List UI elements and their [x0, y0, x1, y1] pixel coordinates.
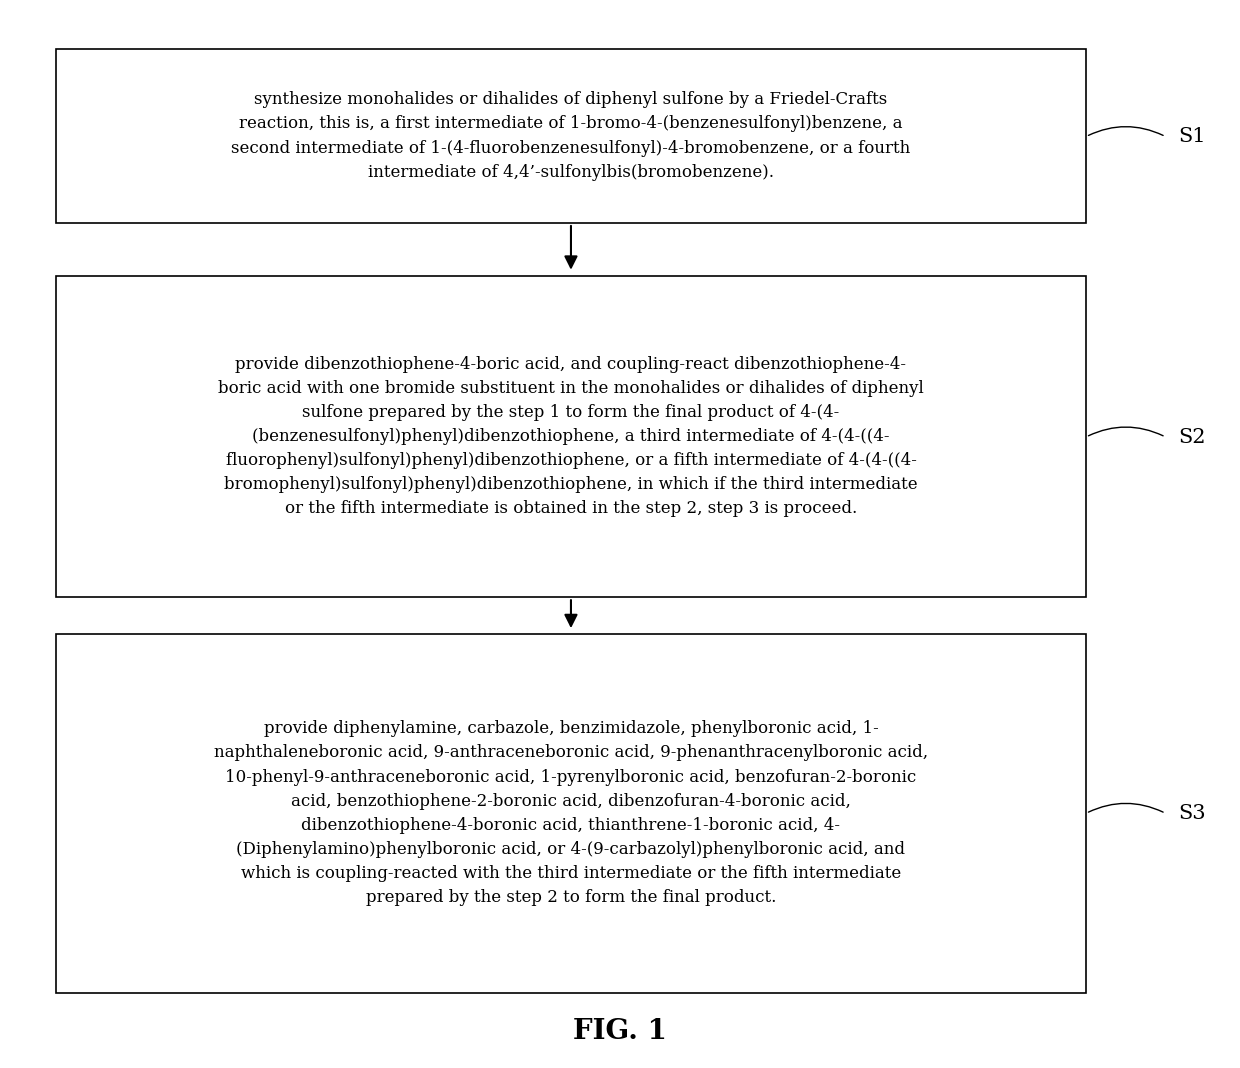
Text: provide diphenylamine, carbazole, benzimidazole, phenylboronic acid, 1-
naphthal: provide diphenylamine, carbazole, benzim… [213, 720, 928, 907]
Text: synthesize monohalides or dihalides of diphenyl sulfone by a Friedel-Crafts
reac: synthesize monohalides or dihalides of d… [232, 92, 910, 180]
FancyBboxPatch shape [56, 49, 1086, 223]
Text: provide dibenzothiophene-4-boric acid, and coupling-react dibenzothiophene-4-
bo: provide dibenzothiophene-4-boric acid, a… [218, 356, 924, 517]
FancyBboxPatch shape [56, 276, 1086, 597]
FancyBboxPatch shape [56, 634, 1086, 992]
Text: FIG. 1: FIG. 1 [573, 1018, 667, 1046]
Text: S2: S2 [1178, 427, 1205, 446]
Text: S3: S3 [1178, 804, 1205, 822]
Text: S1: S1 [1178, 127, 1205, 146]
